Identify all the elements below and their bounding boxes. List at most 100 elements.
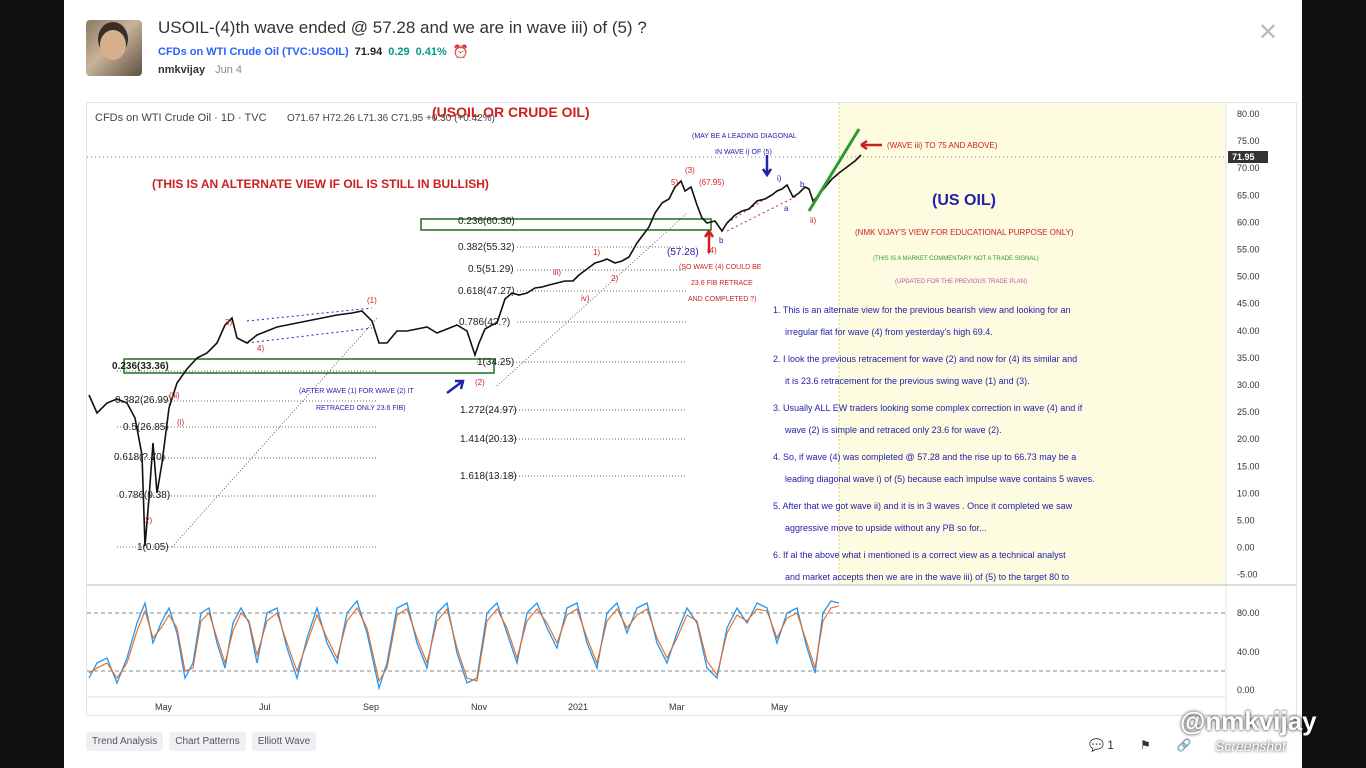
wave2-note-line2: RETRACED ONLY 23.6 FIB): [316, 405, 406, 412]
commentary-line: 4. So, if wave (4) was completed @ 57.28…: [773, 452, 1076, 462]
price-tick-label: 20.00: [1237, 434, 1260, 444]
author-avatar[interactable]: [86, 20, 142, 76]
chart-area[interactable]: CFDs on WTI Crude Oil · 1D · TVC O71.67 …: [86, 102, 1297, 716]
svg-text:0.5(51.29): 0.5(51.29): [468, 264, 514, 275]
time-tick-label: Mar: [669, 702, 685, 712]
tag-trend-analysis[interactable]: Trend Analysis: [86, 732, 164, 751]
author-name[interactable]: nmkvijay: [158, 64, 206, 76]
commentary-line: wave (2) is simple and retraced only 23.…: [784, 425, 1002, 435]
leading-diagonal-note2: IN WAVE i) OF (5): [715, 149, 772, 156]
wave-iii-target: (WAVE iii) TO 75 AND ABOVE): [887, 141, 998, 150]
leading-diagonal-note1: (MAY BE A LEADING DIAGONAL: [692, 133, 797, 140]
commentary-line: and market accepts then we are in the wa…: [785, 572, 1069, 582]
fib-box-lower: [123, 358, 495, 374]
publish-date: Jun 4: [215, 64, 243, 76]
time-tick-label: May: [155, 702, 173, 712]
chart-ohlc: O71.67 H72.26 L71.36 C71.95 +0.30 (+0.42…: [287, 113, 495, 124]
wave4-note-line2: 23.6 FIB RETRACE: [691, 280, 753, 287]
idea-panel: USOIL-(4)th wave ended @ 57.28 and we ar…: [64, 0, 1302, 768]
price-tick-label: 40.00: [1237, 326, 1260, 336]
last-price-label: 71.95: [1232, 152, 1255, 162]
osc-axis: 80.00 40.00 0.00: [1237, 608, 1260, 695]
price-tick-label: 80.00: [1237, 109, 1260, 119]
comments-count: 1: [1107, 738, 1114, 752]
svg-text:(iii): (iii): [169, 391, 180, 400]
tag-chart-patterns[interactable]: Chart Patterns: [169, 732, 246, 751]
commentary-line: 3. Usually ALL EW traders looking some c…: [773, 403, 1083, 413]
time-tick-label: Jul: [259, 702, 271, 712]
blue-arrow-wave2: [446, 379, 465, 394]
price-tick-label: 10.00: [1237, 488, 1260, 498]
watermark-screenshot: Screenshot: [1215, 738, 1286, 754]
wave4-level: (57.28): [667, 247, 699, 258]
chart-overlay-title: (USOIL OR CRUDE OIL): [432, 104, 590, 120]
time-axis[interactable]: May Jul Sep Nov 2021 Mar May: [155, 702, 789, 712]
svg-text:5): 5): [671, 178, 678, 187]
fib-lines: [117, 246, 687, 548]
price-tick-label: 70.00: [1237, 163, 1260, 173]
symbol-link[interactable]: CFDs on WTI Crude Oil (TVC:USOIL): [158, 46, 349, 58]
svg-text:0.786(4?.?): 0.786(4?.?): [459, 317, 510, 328]
osc-tick-label: 80.00: [1237, 608, 1260, 618]
last-price-badge: [1228, 151, 1268, 163]
projection-line: [807, 128, 861, 212]
svg-text:4): 4): [257, 344, 264, 353]
svg-text:0.236(33.36): 0.236(33.36): [112, 361, 169, 372]
price-tick-label: 0.00: [1237, 543, 1255, 553]
svg-text:(i): (i): [177, 418, 184, 427]
svg-text:0.786(9.38): 0.786(9.38): [119, 490, 170, 501]
wave2-channel: [246, 307, 373, 344]
symbol-change: 0.29: [388, 46, 410, 58]
author-row: nmkvijay Jun 4: [158, 64, 242, 76]
chart-canvas[interactable]: CFDs on WTI Crude Oil · 1D · TVC O71.67 …: [87, 103, 1297, 716]
blue-arrow-down: [761, 155, 773, 178]
fib-box-upper: [420, 218, 712, 231]
wave4-note-line3: AND COMPLETED ?): [688, 296, 756, 303]
svg-text:1.618(13.18): 1.618(13.18): [460, 471, 517, 482]
svg-text:3): 3): [225, 318, 232, 327]
alternate-view-note: (THIS IS AN ALTERNATE VIEW IF OIL IS STI…: [152, 177, 489, 191]
fib-labels-left: 0.236(33.36) 0.382(26.99) 0.5(26.85) 0.6…: [112, 361, 172, 553]
alarm-clock-icon[interactable]: ⏰: [452, 44, 469, 59]
commentary-sub1: (NMK VIJAY'S VIEW FOR EDUCATIONAL PURPOS…: [855, 228, 1074, 237]
svg-text:ii): ii): [810, 216, 817, 225]
svg-text:i): i): [777, 174, 782, 183]
close-icon[interactable]: ✕: [1257, 19, 1278, 46]
tag-elliott-wave[interactable]: Elliott Wave: [251, 732, 317, 751]
svg-text:1.272(24.97): 1.272(24.97): [460, 405, 517, 416]
wave2-note-line1: (AFTER WAVE (1) FOR WAVE (2) IT: [299, 388, 414, 395]
price-tick-label: -5.00: [1237, 570, 1258, 580]
leading-diagonal: [726, 187, 798, 232]
commentary-line: it is 23.6 retracement for the previous …: [785, 376, 1030, 386]
svg-text:(1): (1): [367, 296, 377, 305]
flag-icon[interactable]: ⚑: [1139, 738, 1151, 752]
svg-text:b: b: [719, 236, 724, 245]
time-tick-label: Sep: [363, 702, 379, 712]
svg-text:2): 2): [611, 274, 618, 283]
price-tick-label: 35.00: [1237, 353, 1260, 363]
commentary-body: 1. This is an alternate view for the pre…: [773, 305, 1095, 582]
price-tick-label: 55.00: [1237, 245, 1260, 255]
wave-labels-blue: i) b a b: [719, 174, 805, 245]
price-tick-label: 45.00: [1237, 299, 1260, 309]
commentary-line: 6. If al the above what i mentioned is a…: [773, 550, 1066, 560]
projection-zone: [839, 103, 1226, 585]
commentary-line: aggressive move to upside without any PB…: [785, 523, 987, 533]
wave-labels: (1) (2) (3) (4) 5) 3) 4) (iii) (i) 2) 1)…: [145, 166, 817, 525]
svg-text:0.382(26.99): 0.382(26.99): [115, 395, 172, 406]
price-axis[interactable]: 80.00 75.00 70.00 65.00 60.00 55.00 50.00 45.00…: [1237, 109, 1260, 580]
commentary-sub3: (UPDATED FOR THE PREVIOUS TRADE PLAN): [895, 279, 1027, 285]
comments-button[interactable]: 💬 1: [1089, 738, 1114, 752]
svg-text:(2): (2): [475, 378, 485, 387]
red-arrow-target: [860, 139, 882, 151]
price-path: [88, 154, 862, 547]
share-icon[interactable]: 🔗: [1176, 738, 1192, 752]
symbol-price: 71.94: [354, 46, 383, 58]
osc-k-line: [88, 599, 840, 691]
guide-line-2: [496, 212, 688, 387]
time-tick-label: Nov: [471, 702, 488, 712]
svg-text:0.618(47.27): 0.618(47.27): [458, 286, 515, 297]
svg-text:(4): (4): [707, 246, 717, 255]
wave4-note-line1: (SO WAVE (4) COULD BE: [679, 264, 762, 271]
svg-text:iii): iii): [553, 268, 561, 277]
